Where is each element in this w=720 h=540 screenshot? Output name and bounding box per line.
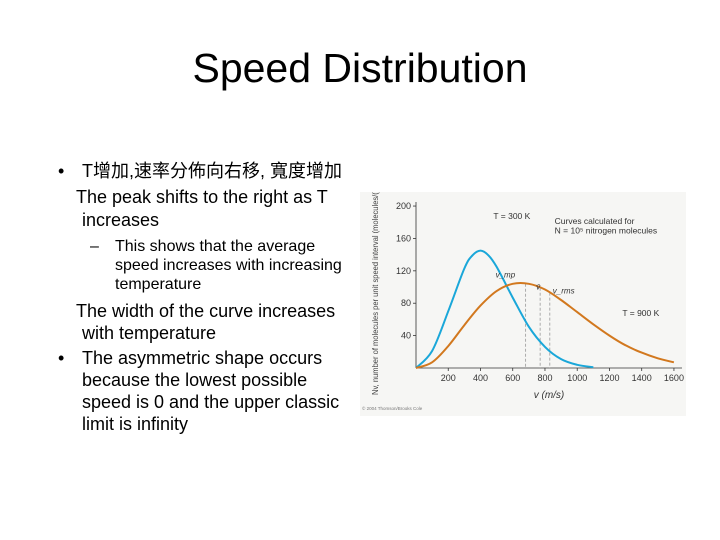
x-axis-label: v (m/s): [534, 390, 565, 401]
x-tick-label: 400: [473, 373, 488, 383]
sub-bullet-marker: –: [90, 238, 99, 255]
bullet-text-line: The asymmetric shape occurs: [82, 348, 323, 368]
series-line-300k: [415, 249, 594, 369]
speed-markers: [525, 283, 551, 368]
x-tick-label: 1600: [664, 373, 684, 383]
chart-labels: 200 400 600 800 1000 1200 1400 1600 40 80 120 160 20…: [362, 192, 684, 411]
sub-bullet-text: speed increases with increasing: [115, 257, 342, 274]
series-label-900k: T = 900 K: [622, 308, 659, 318]
sub-bullet-text: This shows that the average: [115, 238, 316, 255]
series-line-900k: [415, 281, 675, 369]
bullet-text-line: because the lowest possible: [82, 370, 308, 390]
y-tick-label: 40: [401, 331, 411, 341]
v-rms-label: v_rms: [553, 287, 575, 296]
bullet-text-line: limit is infinity: [82, 414, 189, 434]
y-tick-label: 160: [396, 233, 411, 243]
speed-distribution-chart: 200 400 600 800 1000 1200 1400 1600 40 80 120 160 20…: [360, 192, 686, 416]
bullet-text-line: increases: [82, 210, 160, 230]
bullet-text-line: The peak shifts to the right as T: [76, 187, 328, 207]
chart-canvas: 200 400 600 800 1000 1200 1400 1600 40 80 120 160 20…: [362, 192, 684, 411]
v-avg-label: v̄: [536, 283, 541, 292]
y-axis-label: Nv, number of molecules per unit speed i…: [371, 192, 380, 395]
chart-annotation: Curves calculated for: [555, 216, 635, 226]
bullet-text-chinese: T增加,速率分佈向右移, 寬度增加: [82, 161, 342, 181]
sub-bullet-text: temperature: [115, 276, 202, 293]
chart-annotation: N = 10⁵ nitrogen molecules: [555, 226, 658, 236]
bullet-marker: •: [58, 348, 65, 368]
x-tick-label: 800: [537, 373, 552, 383]
bullet-text-line: with temperature: [82, 323, 217, 343]
bullet-text-line: speed is 0 and the upper classic: [82, 392, 340, 412]
x-tick-label: 1200: [599, 373, 619, 383]
chart-series: [415, 249, 675, 369]
x-tick-label: 200: [441, 373, 456, 383]
x-tick-label: 1400: [632, 373, 652, 383]
y-tick-label: 200: [396, 201, 411, 211]
bullet-text-line: The width of the curve increases: [76, 301, 336, 321]
copyright-note: © 2004 Thomson/Brooks Cole: [362, 405, 423, 411]
series-label-300k: T = 300 K: [493, 211, 530, 221]
x-tick-label: 1000: [567, 373, 587, 383]
v-mp-label: v_mp: [496, 271, 516, 280]
chart-axes: [413, 202, 682, 371]
x-tick-label: 600: [505, 373, 520, 383]
y-tick-label: 120: [396, 266, 411, 276]
bullet-marker: •: [58, 161, 65, 181]
slide-title: Speed Distribution: [192, 45, 528, 91]
y-tick-label: 80: [401, 298, 411, 308]
